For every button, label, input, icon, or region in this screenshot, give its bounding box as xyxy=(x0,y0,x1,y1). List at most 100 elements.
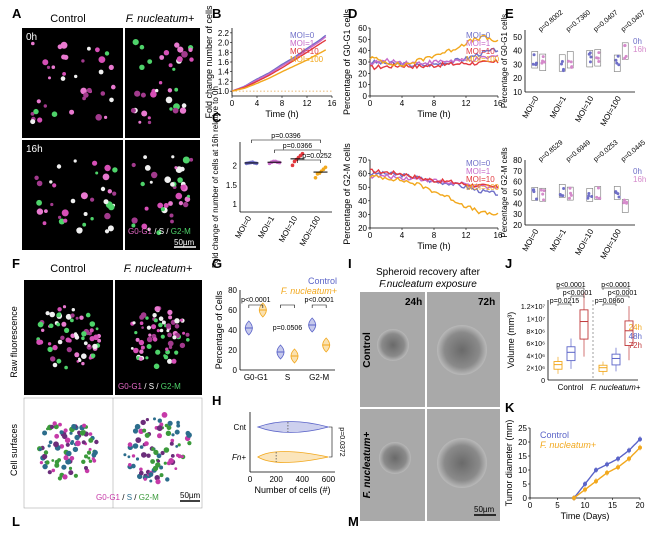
legend-entry: F. nucleatum+ xyxy=(281,286,337,296)
data-point xyxy=(561,69,565,73)
panel-i-title-2: F.nucleatum exposure xyxy=(379,279,477,290)
fluorescent-cell xyxy=(163,50,170,56)
fluorescent-cell xyxy=(153,318,158,323)
fluorescent-cell xyxy=(170,219,174,224)
fluorescent-cell xyxy=(90,353,96,359)
fluorescent-cell xyxy=(81,353,87,360)
cell-surface xyxy=(163,461,167,465)
legend-entry: MOI=10 xyxy=(466,175,495,184)
fluorescent-cell xyxy=(169,213,174,218)
fluorescent-cell xyxy=(93,334,99,341)
cell-surface xyxy=(45,460,50,465)
fluorescent-cell xyxy=(56,322,61,327)
fluorescent-cell xyxy=(165,347,169,351)
fluorescent-cell xyxy=(149,180,153,184)
series-line xyxy=(231,49,327,92)
fluorescent-cell xyxy=(144,206,149,211)
cell-surface xyxy=(171,433,175,437)
cell-surface xyxy=(131,463,136,469)
fluorescent-cell xyxy=(61,321,67,327)
y-tick-label: 5 xyxy=(523,480,528,489)
box xyxy=(539,187,547,202)
fluorescent-cell xyxy=(37,117,43,123)
micrograph-fn-0h xyxy=(125,28,200,138)
panel-f-row2-label: Cell surfaces xyxy=(9,423,19,476)
y-tick-label: Cnt xyxy=(234,423,247,432)
fluorescent-cell xyxy=(138,356,143,361)
legend-entry: 24h xyxy=(629,323,642,332)
data-point xyxy=(558,193,562,197)
p-value-label: p=0.0253 xyxy=(593,139,620,163)
fluorescent-cell xyxy=(52,362,58,368)
fluorescent-cell xyxy=(153,363,160,370)
fluorescent-cell xyxy=(64,365,68,370)
fluorescent-cell xyxy=(73,159,77,163)
fluorescent-cell xyxy=(143,155,148,160)
fluorescent-cell xyxy=(160,207,165,212)
box xyxy=(531,51,539,69)
legend-entry: MOI=100 xyxy=(466,55,500,64)
y-tick-label: 40 xyxy=(513,199,522,208)
panel-k-chart: 0 5 10 15 20 0 5 10 15 20 25 Time (Days) Tumor diame… xyxy=(504,420,645,521)
fluorescent-cell xyxy=(102,173,110,181)
spheroid-shape xyxy=(437,325,487,375)
fluorescent-cell xyxy=(34,175,39,180)
fluorescent-cell xyxy=(87,344,91,348)
y-tick-label: 50 xyxy=(358,183,367,192)
box xyxy=(553,361,563,370)
fluorescent-cell xyxy=(71,308,76,312)
panel-i-title-1: Spheroid recovery after xyxy=(376,267,481,278)
cell-surface xyxy=(84,466,88,470)
fluorescent-cell xyxy=(81,361,85,366)
fluorescent-cell xyxy=(175,192,183,200)
fluorescent-cell xyxy=(92,343,98,350)
y-tick-label: 0 xyxy=(523,494,528,503)
fluorescent-cell xyxy=(95,327,99,331)
cell-surface xyxy=(135,457,140,461)
cell-surface xyxy=(160,450,165,456)
x-tick-label: MOI=100 xyxy=(298,214,323,248)
data-point xyxy=(623,56,627,60)
fluorescent-cell xyxy=(130,347,134,350)
fluorescent-cell xyxy=(58,218,65,225)
panel-letter-l: L xyxy=(12,514,20,528)
y-tick-label: 2.2 xyxy=(218,29,230,38)
legend-entry: F. nucleatum+ xyxy=(540,440,596,450)
cell-surface xyxy=(69,431,73,435)
fluorescent-cell xyxy=(74,74,78,79)
legend-entry: 16h xyxy=(633,45,646,54)
data-point xyxy=(588,60,592,64)
box xyxy=(613,186,621,200)
fluorescent-cell xyxy=(107,225,114,232)
fluorescent-cell xyxy=(104,115,108,119)
cell-surface xyxy=(61,464,67,470)
fluorescent-cell xyxy=(45,311,50,316)
data-point xyxy=(532,53,536,57)
fluorescent-cell xyxy=(108,203,115,211)
panel-f-phase-legend-1: G0-G1 / S / G2-M xyxy=(118,382,181,391)
panel-d-bottom-chart: 0 4 8 12 16 20 30 40 50 60 70 Time (h) Percentage of… xyxy=(342,143,503,251)
fluorescent-cell xyxy=(174,166,178,170)
cell-surface xyxy=(88,447,92,451)
y-tick-label: 20 xyxy=(513,74,522,83)
cell-surface xyxy=(51,468,56,473)
cell-surface xyxy=(88,437,94,443)
panel-a-16h-label: 16h xyxy=(26,144,43,155)
data-point xyxy=(560,59,564,63)
fluorescent-cell xyxy=(50,202,54,207)
fluorescent-cell xyxy=(134,90,141,97)
p-value-label: p=0.0445 xyxy=(620,139,647,163)
data-point xyxy=(561,194,565,198)
fluorescent-cell xyxy=(167,340,174,347)
fluorescent-cell xyxy=(95,47,100,53)
legend-entry: Control xyxy=(540,430,569,440)
fluorescent-cell xyxy=(166,329,170,333)
x-tick-label: 20 xyxy=(636,501,645,510)
x-tick-label: 15 xyxy=(608,501,617,510)
data-point xyxy=(587,191,591,195)
fluorescent-cell xyxy=(65,337,71,343)
fluorescent-cell xyxy=(58,215,62,219)
p-value-label: p=0.0407 xyxy=(620,9,647,33)
